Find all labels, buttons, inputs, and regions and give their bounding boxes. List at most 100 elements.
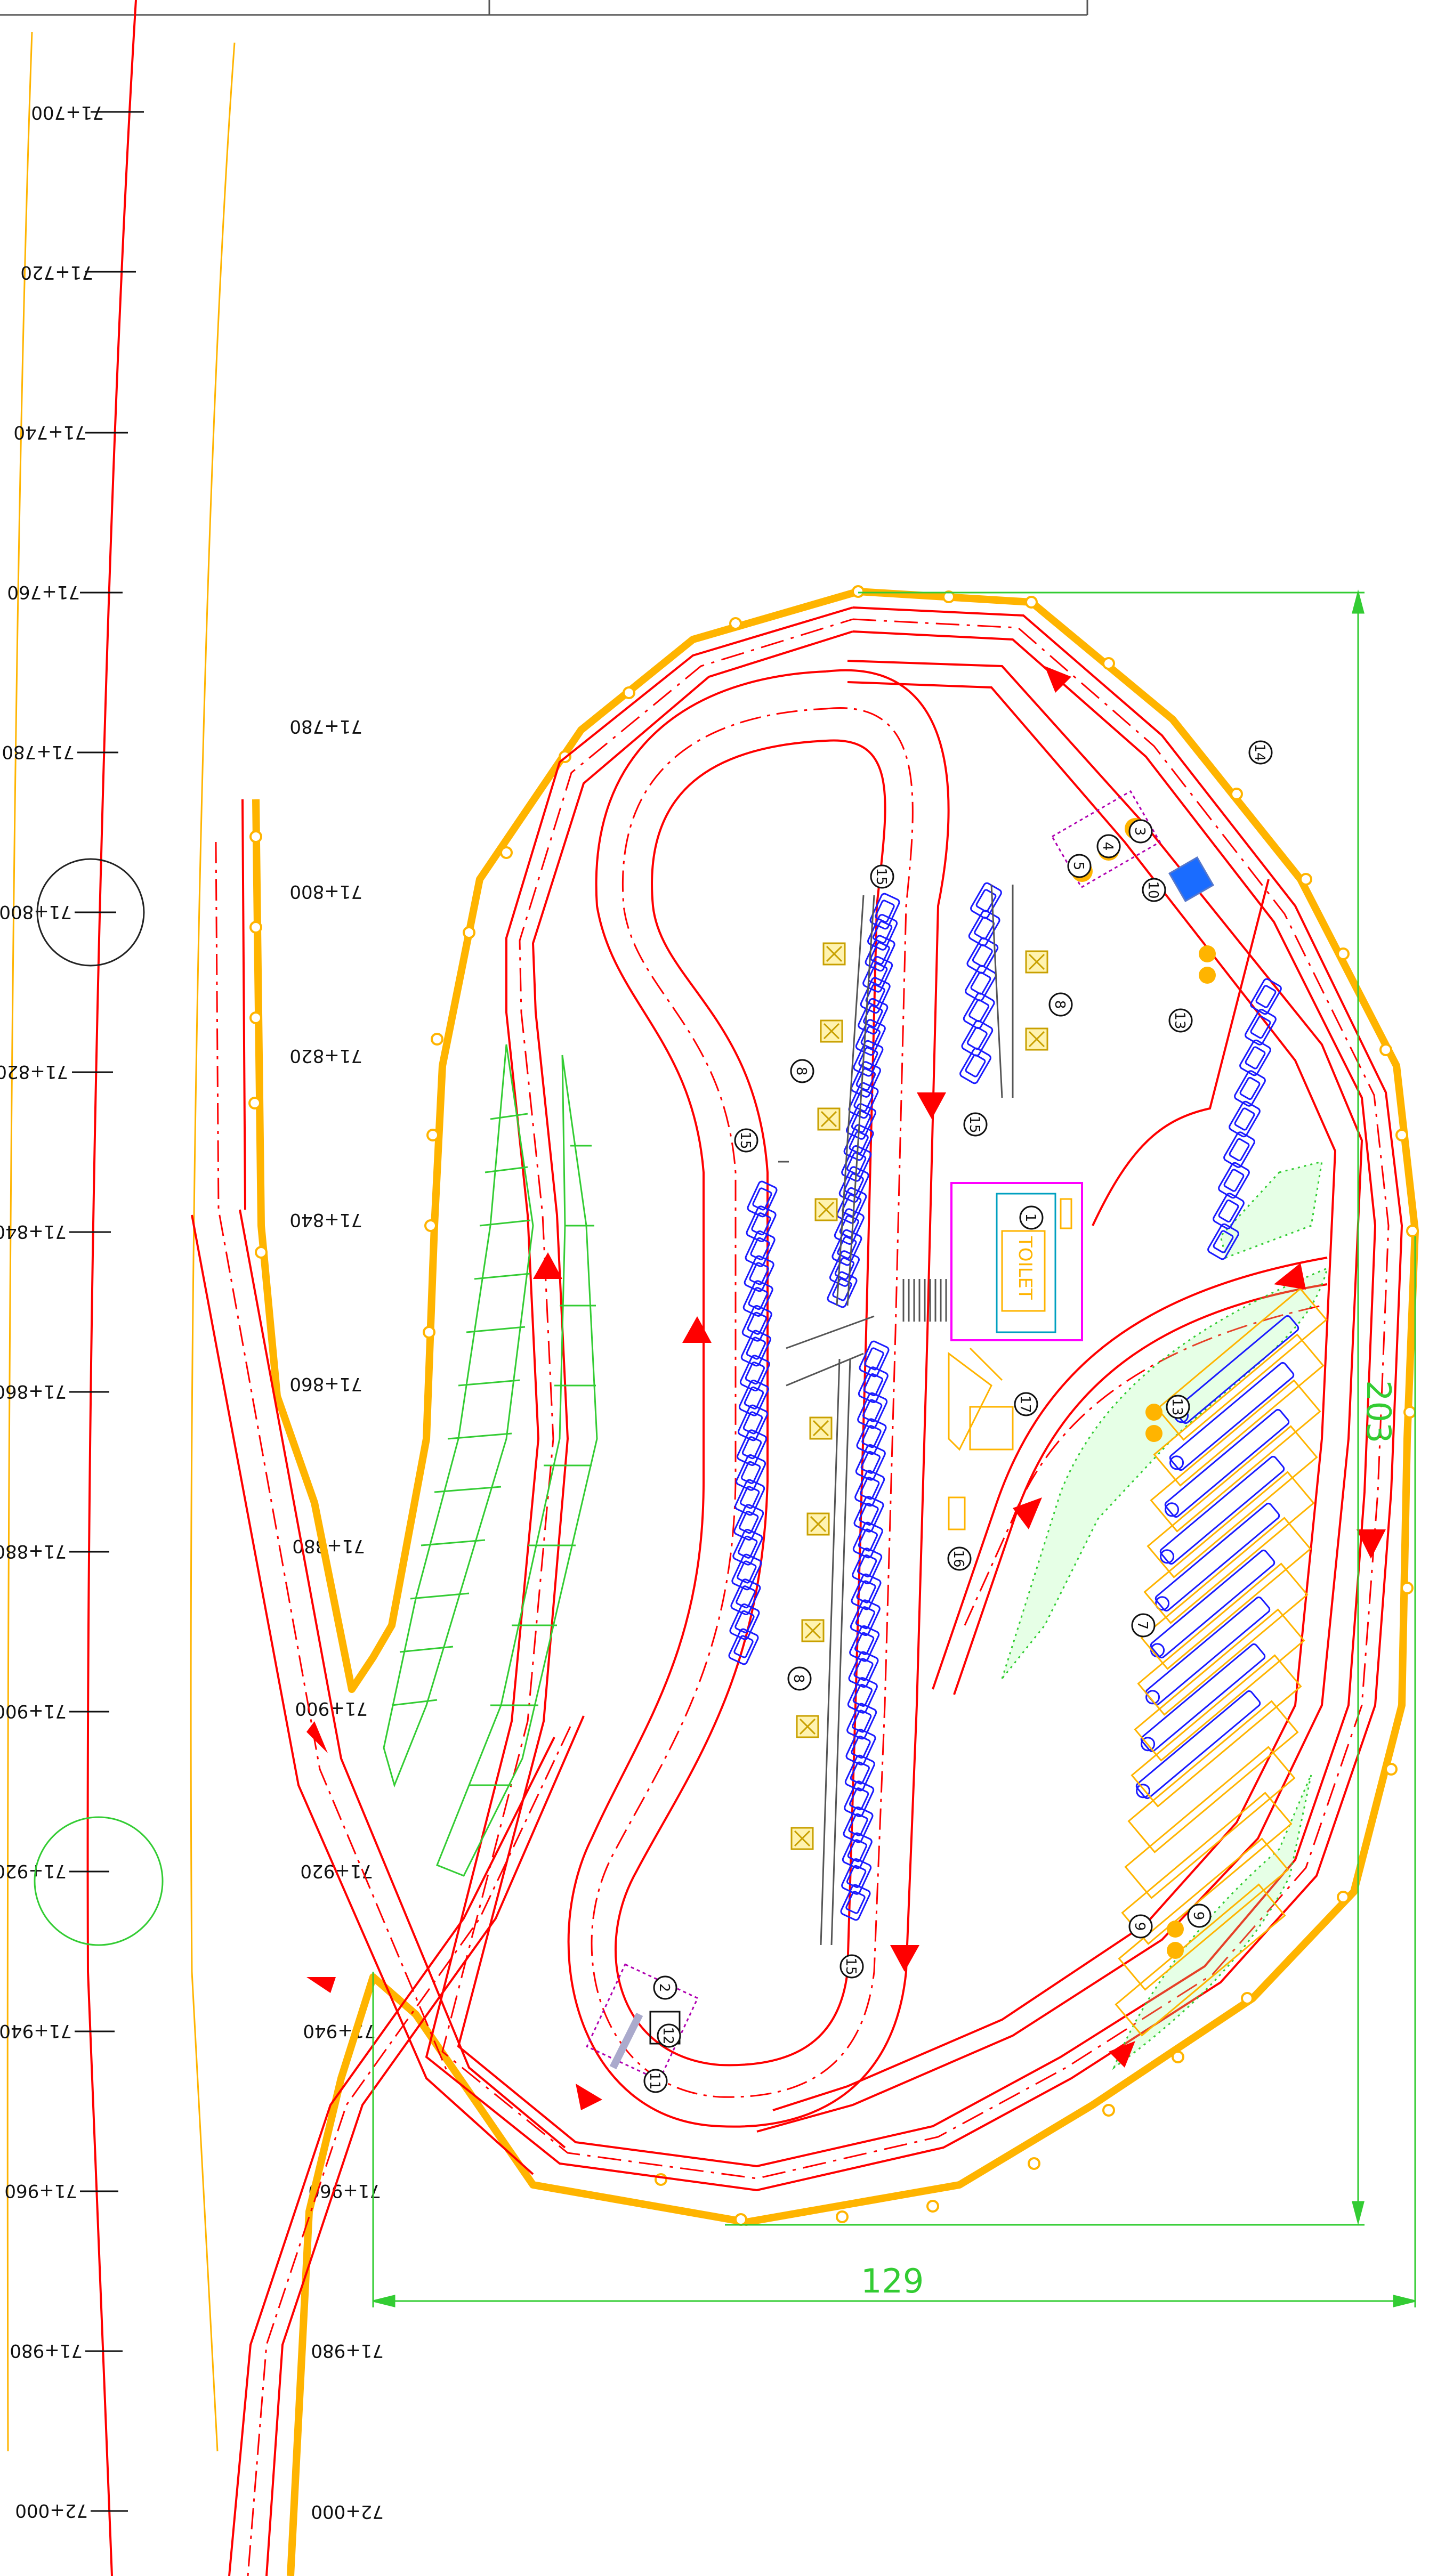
access-road xyxy=(191,799,585,2576)
callout-marker: 15 xyxy=(870,864,894,889)
car-bay xyxy=(970,882,1002,919)
planter-box xyxy=(1025,950,1048,974)
callout-number: 8 xyxy=(793,1067,809,1076)
exit-ramp xyxy=(932,879,1328,1695)
toilet-label: TOILET xyxy=(1014,1236,1036,1300)
dimension-height: 203 xyxy=(1359,1380,1398,1443)
chainage-label: 71+800 xyxy=(289,881,362,902)
bus-bay xyxy=(1169,1362,1295,1471)
planter-box xyxy=(817,1107,841,1131)
callout-number: 10 xyxy=(1145,881,1161,898)
chainage-label: 71+860 xyxy=(0,1381,67,1402)
bay-outline xyxy=(1118,1837,1289,1991)
car-bay xyxy=(853,1040,884,1077)
callout-number: 2 xyxy=(656,1983,672,1992)
chainage-label: 71+920 xyxy=(0,1860,67,1882)
kiosk-items xyxy=(948,1347,1014,1530)
chainage-label: 71+780 xyxy=(2,741,75,763)
callout-number: 15 xyxy=(737,1131,753,1149)
callout-number: 8 xyxy=(790,1674,806,1683)
callout-number: 15 xyxy=(873,868,889,885)
callout-number: 9 xyxy=(1190,1911,1206,1921)
chainage-label: 71+720 xyxy=(20,262,93,283)
chainage-label: 71+940 xyxy=(303,2020,376,2042)
bay-outline xyxy=(1115,1883,1286,2037)
callout-marker: 8 xyxy=(790,1059,814,1083)
dimension-width: 129 xyxy=(861,2262,924,2300)
bus-bay xyxy=(1164,1408,1290,1518)
site-boundary xyxy=(287,588,1419,2576)
callout-number: 13 xyxy=(1172,1011,1188,1029)
car-bay xyxy=(850,1061,881,1098)
parking-central-west xyxy=(827,882,1002,1308)
planters xyxy=(790,942,1048,1850)
parking-kerbs xyxy=(778,884,1014,1946)
chainage-label: 71+880 xyxy=(292,1535,365,1557)
car-bay xyxy=(728,1628,759,1665)
callout-marker: 5 xyxy=(1067,854,1092,878)
callout-marker: 3 xyxy=(1128,819,1153,844)
car-bay xyxy=(1218,1162,1250,1199)
callout-number: 17 xyxy=(1017,1395,1033,1413)
callout-marker: 12 xyxy=(657,2023,681,2048)
chainage-label: 72+000 xyxy=(311,2501,384,2522)
loop-road xyxy=(425,606,1403,2192)
callout-marker: 15 xyxy=(734,1128,758,1153)
callout-number: 1 xyxy=(1022,1213,1038,1222)
chainage-label: 71+800 xyxy=(0,901,72,922)
car-bay xyxy=(840,1884,871,1921)
bay-outline xyxy=(1150,1379,1321,1533)
car-bay xyxy=(963,992,995,1029)
pedestrian-crossing xyxy=(902,1279,947,1322)
parking-west-row xyxy=(728,1180,778,1665)
chainage-inner-labels: 71+780 71+800 71+820 71+840 71+860 71+88… xyxy=(289,716,384,2522)
callout-marker: 8 xyxy=(1048,992,1073,1017)
planter-box xyxy=(809,1416,833,1440)
planter-box xyxy=(796,1715,819,1738)
landscape-west xyxy=(383,1044,598,1877)
chainage-label: 71+980 xyxy=(311,2340,384,2361)
car-bay xyxy=(836,1187,867,1224)
bus-bay xyxy=(1135,1690,1261,1800)
parking-east-cars xyxy=(1207,978,1282,1260)
car-bay xyxy=(966,937,999,974)
parking-central-east xyxy=(840,1340,890,1921)
bay-outline xyxy=(1127,1700,1299,1853)
chainage-label: 71+820 xyxy=(0,1061,68,1082)
bay-outline xyxy=(1156,1287,1328,1441)
callout-marker: 2 xyxy=(653,1975,677,2000)
callout-marker: 7 xyxy=(1131,1613,1156,1638)
car-bay xyxy=(1207,1223,1239,1260)
callout-marker: 9 xyxy=(1187,1903,1212,1928)
callout-marker: 13 xyxy=(1166,1395,1190,1419)
chainage-left xyxy=(69,111,144,2512)
bay-outline xyxy=(1137,1562,1309,1716)
bay-outline xyxy=(1140,1517,1312,1670)
highway-edge-right xyxy=(190,42,236,2452)
bay-outline xyxy=(1134,1608,1305,1762)
chainage-label: 71+860 xyxy=(289,1373,362,1395)
callout-marker: 10 xyxy=(1142,878,1166,902)
callout-number: 13 xyxy=(1169,1398,1185,1415)
car-bay xyxy=(848,1082,879,1119)
bay-outline xyxy=(1143,1471,1315,1624)
car-bay xyxy=(1250,978,1282,1015)
callout-number: 12 xyxy=(660,2027,676,2044)
chainage-label: 71+840 xyxy=(289,1209,362,1230)
callout-marker: 14 xyxy=(1248,740,1273,765)
title-block-border xyxy=(0,0,1088,16)
planter-box xyxy=(801,1619,825,1642)
car-bay xyxy=(1213,1193,1245,1229)
reference-circle-black xyxy=(36,858,145,967)
reference-circle-green xyxy=(34,1816,164,1946)
callout-number: 4 xyxy=(1100,842,1116,851)
car-bay xyxy=(1245,1009,1277,1046)
planter-box xyxy=(814,1198,838,1221)
bus-bay xyxy=(1140,1643,1266,1753)
callout-marker: 8 xyxy=(787,1666,812,1691)
car-bay xyxy=(961,1020,994,1057)
inner-road xyxy=(567,660,1363,2133)
car-bay xyxy=(829,1250,860,1287)
callout-number: 8 xyxy=(1052,1000,1068,1009)
